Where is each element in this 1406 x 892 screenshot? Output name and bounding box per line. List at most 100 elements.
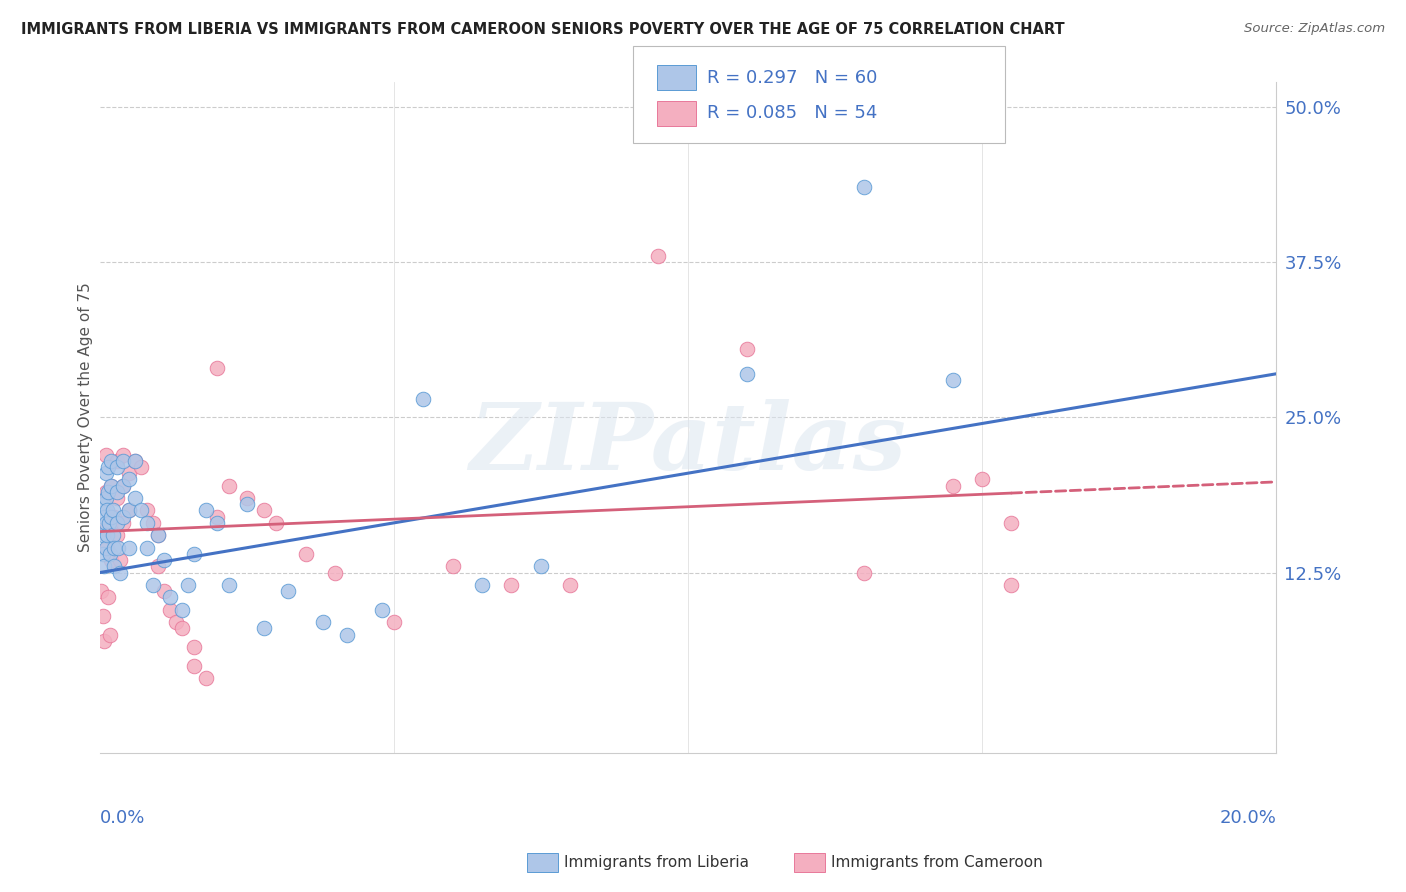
- Point: [97, 591, 120, 605]
- Y-axis label: Seniors Poverty Over the Age of 75: Seniors Poverty Over the Age of 75: [79, 283, 93, 552]
- Point: [207, 360, 229, 375]
- Point: [98, 628, 121, 642]
- Point: [129, 460, 152, 475]
- Point: [97, 484, 120, 499]
- Point: [96, 541, 118, 555]
- Point: [93, 559, 115, 574]
- Point: [194, 671, 217, 685]
- Point: [412, 392, 434, 406]
- Point: [194, 503, 217, 517]
- Point: [207, 509, 229, 524]
- Point: [100, 516, 122, 530]
- Point: [441, 559, 464, 574]
- Point: [105, 491, 128, 505]
- Point: [471, 578, 494, 592]
- Point: [853, 566, 876, 580]
- Point: [183, 547, 205, 561]
- Point: [560, 578, 582, 592]
- Point: [142, 516, 165, 530]
- Text: IMMIGRANTS FROM LIBERIA VS IMMIGRANTS FROM CAMEROON SENIORS POVERTY OVER THE AGE: IMMIGRANTS FROM LIBERIA VS IMMIGRANTS FR…: [21, 22, 1064, 37]
- Point: [94, 522, 117, 536]
- Point: [336, 628, 359, 642]
- Point: [118, 541, 141, 555]
- Point: [94, 466, 117, 480]
- Point: [942, 373, 965, 387]
- Point: [207, 516, 229, 530]
- Point: [135, 516, 157, 530]
- Point: [112, 509, 135, 524]
- Point: [235, 491, 257, 505]
- Text: ZIPatlas: ZIPatlas: [470, 399, 907, 489]
- Point: [105, 484, 128, 499]
- Text: 0.0%: 0.0%: [100, 809, 145, 827]
- Point: [100, 509, 122, 524]
- Point: [1000, 516, 1022, 530]
- Point: [183, 640, 205, 654]
- Point: [118, 466, 141, 480]
- Point: [135, 541, 157, 555]
- Point: [118, 503, 141, 517]
- Point: [94, 484, 117, 499]
- Point: [1000, 578, 1022, 592]
- Point: [91, 528, 114, 542]
- Point: [177, 578, 200, 592]
- Point: [101, 528, 124, 542]
- Point: [501, 578, 523, 592]
- Text: Immigrants from Liberia: Immigrants from Liberia: [564, 855, 749, 870]
- Point: [100, 553, 122, 567]
- Point: [135, 503, 157, 517]
- Point: [148, 528, 170, 542]
- Point: [159, 603, 181, 617]
- Point: [96, 528, 118, 542]
- Point: [142, 578, 165, 592]
- Point: [235, 497, 257, 511]
- Point: [124, 454, 146, 468]
- Point: [647, 249, 669, 263]
- Point: [105, 454, 128, 468]
- Text: 20.0%: 20.0%: [1219, 809, 1277, 827]
- Point: [530, 559, 553, 574]
- Point: [107, 541, 129, 555]
- Point: [853, 180, 876, 194]
- Text: R = 0.297   N = 60: R = 0.297 N = 60: [707, 69, 877, 87]
- Point: [183, 658, 205, 673]
- Point: [129, 503, 152, 517]
- Point: [103, 541, 125, 555]
- Point: [91, 609, 114, 624]
- Point: [97, 460, 120, 475]
- Point: [253, 622, 276, 636]
- Point: [110, 553, 132, 567]
- Point: [112, 478, 135, 492]
- Point: [100, 478, 122, 492]
- Point: [103, 509, 125, 524]
- Point: [112, 478, 135, 492]
- Point: [118, 472, 141, 486]
- Point: [94, 516, 117, 530]
- Point: [294, 547, 316, 561]
- Point: [100, 454, 122, 468]
- Point: [165, 615, 187, 630]
- Point: [94, 491, 117, 505]
- Point: [148, 559, 170, 574]
- Point: [112, 454, 135, 468]
- Point: [312, 615, 335, 630]
- Text: R = 0.085   N = 54: R = 0.085 N = 54: [707, 104, 877, 122]
- Point: [105, 528, 128, 542]
- Point: [153, 553, 176, 567]
- Point: [112, 448, 135, 462]
- Point: [96, 503, 118, 517]
- Point: [323, 566, 346, 580]
- Point: [124, 491, 146, 505]
- Point: [93, 509, 115, 524]
- Point: [218, 578, 240, 592]
- Point: [91, 547, 114, 561]
- Point: [105, 516, 128, 530]
- Point: [103, 559, 125, 574]
- Point: [264, 516, 287, 530]
- Point: [90, 584, 112, 599]
- Point: [98, 547, 121, 561]
- Point: [253, 503, 276, 517]
- Point: [942, 478, 965, 492]
- Point: [153, 584, 176, 599]
- Point: [148, 528, 170, 542]
